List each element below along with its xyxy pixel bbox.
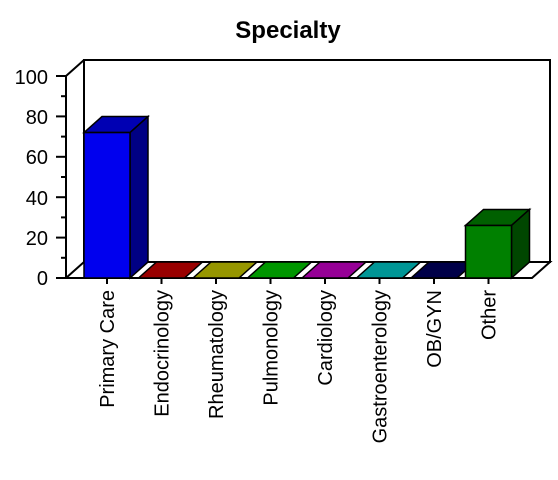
bar-side (129, 114, 149, 280)
category-label: Endocrinology (152, 290, 174, 417)
y-tick-label: 80 (26, 107, 48, 129)
y-tick-label: 0 (37, 268, 48, 290)
category-label: Other (479, 290, 501, 340)
bar-front (83, 131, 131, 279)
bar-top (136, 261, 205, 279)
x-axis-ticks (106, 278, 490, 284)
category-labels: Primary Care Endocrinology Rheumatology Pul… (97, 290, 501, 444)
category-label: OB/GYN (424, 290, 446, 368)
bar (245, 261, 314, 279)
category-label: Pulmonology (261, 290, 283, 406)
y-tick-label: 100 (15, 67, 48, 89)
category-label: Cardiology (315, 290, 337, 386)
category-label: Primary Care (97, 290, 119, 408)
bar (463, 207, 532, 280)
bars-group (82, 114, 532, 280)
y-tick-label: 20 (26, 228, 48, 250)
bar-top (354, 261, 423, 279)
category-label: Gastroenterology (370, 290, 392, 443)
y-tick-label: 40 (26, 188, 48, 210)
category-label: Rheumatology (206, 290, 228, 419)
bar-front (464, 224, 513, 279)
bar (82, 114, 150, 280)
bar (354, 261, 423, 279)
bar (300, 261, 368, 279)
bar-top (300, 261, 368, 279)
chart-title: Specialty (235, 17, 341, 44)
y-axis-ticks: 0 20 40 60 80 100 (15, 67, 66, 290)
bar-top (191, 261, 259, 279)
y-tick-label: 60 (26, 147, 48, 169)
depth-edge (65, 59, 85, 77)
bar-top (245, 261, 314, 279)
bar (191, 261, 259, 279)
bar (136, 261, 205, 279)
